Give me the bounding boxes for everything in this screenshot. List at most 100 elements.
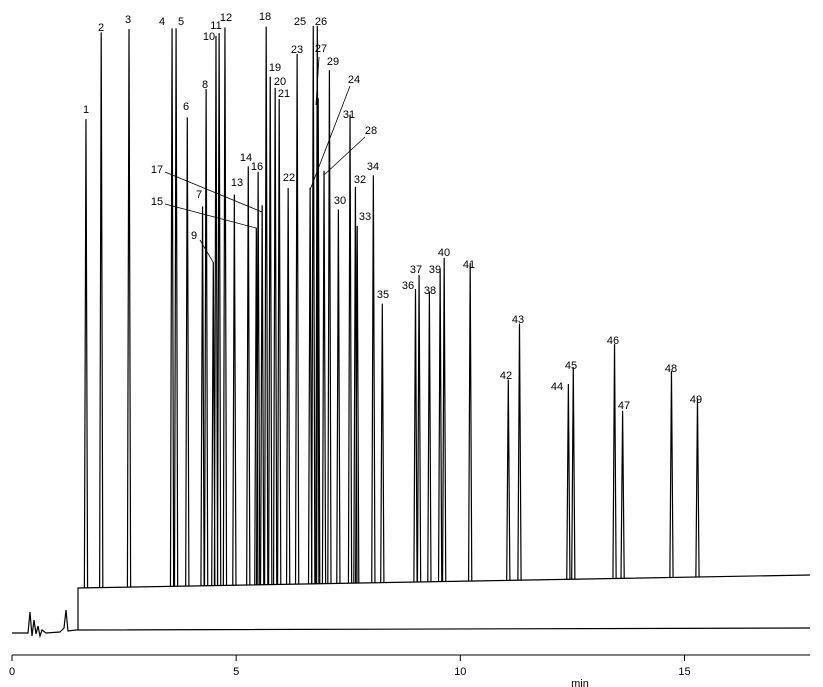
peak: [571, 367, 576, 580]
peak-label: 33: [359, 211, 371, 223]
sample-baseline: [77, 574, 811, 630]
peak-label: 5: [178, 16, 184, 28]
peak-label: 49: [690, 394, 702, 406]
peak: [272, 87, 278, 585]
peak: [263, 26, 269, 585]
peak: [185, 117, 190, 587]
peak: [83, 119, 89, 588]
peak-label: 1: [83, 104, 89, 116]
peak-label: 2: [98, 22, 104, 34]
leader-line: [199, 239, 214, 263]
peak: [371, 175, 376, 583]
peak-label: 3: [125, 14, 131, 26]
peak-label: 34: [367, 161, 379, 173]
peak-label: 46: [607, 335, 619, 347]
peak-label: 11: [210, 20, 221, 32]
peak: [294, 54, 300, 585]
x-tick-label: 5: [233, 666, 239, 678]
x-tick-label: 0: [9, 666, 15, 678]
peak: [285, 188, 291, 585]
peak-label: 39: [429, 264, 441, 276]
peak: [695, 398, 700, 578]
peak-label: 23: [291, 44, 303, 56]
peak-label: 45: [565, 360, 577, 372]
peak-label: 9: [191, 230, 197, 242]
peak: [173, 28, 179, 587]
peak-label: 14: [240, 152, 252, 164]
peak-label: 44: [551, 381, 563, 393]
peak-label: 15: [151, 196, 163, 208]
peak: [669, 370, 674, 578]
peak: [321, 170, 327, 584]
peak-label: 29: [327, 56, 339, 68]
peak-label: 31: [343, 109, 355, 121]
peak: [307, 187, 313, 584]
leader-line: [164, 171, 263, 213]
peak: [99, 32, 104, 588]
peak: [327, 70, 332, 584]
peak-label: 24: [348, 74, 360, 86]
peak-label: 4: [159, 16, 165, 28]
peak: [222, 27, 228, 586]
peak: [126, 29, 132, 588]
x-tick-label: 15: [678, 666, 690, 678]
peak-label: 16: [251, 161, 263, 173]
peak: [427, 291, 432, 582]
peak-label: 18: [259, 11, 271, 23]
peak-label: 17: [151, 164, 163, 176]
peak-label: 38: [424, 285, 436, 297]
peak: [203, 89, 209, 586]
peak: [620, 410, 625, 579]
peak-label: 36: [402, 280, 414, 292]
peak: [169, 28, 175, 587]
peak-label: 37: [410, 264, 422, 276]
peak: [506, 379, 511, 581]
peak: [437, 269, 443, 582]
peak: [246, 166, 251, 585]
peak-label: 30: [334, 195, 346, 207]
peak-label: 13: [231, 177, 243, 189]
peak-label: 26: [315, 16, 327, 28]
blank-baseline: [12, 609, 811, 639]
peak: [517, 323, 522, 581]
peak: [347, 114, 353, 584]
leader-line: [323, 136, 366, 176]
peak: [416, 275, 422, 582]
leader-line: [164, 203, 257, 229]
peak: [268, 76, 273, 585]
peak: [232, 194, 237, 586]
peak-label: 48: [665, 363, 677, 375]
peak-label: 35: [377, 289, 389, 301]
x-tick-label: 10: [454, 666, 466, 678]
peak: [200, 206, 205, 586]
peak: [311, 25, 316, 584]
x-axis-label: min: [571, 678, 589, 687]
peak-label: 32: [354, 174, 366, 186]
peak-label: 12: [220, 12, 232, 24]
peak-label: 40: [438, 247, 450, 259]
peak: [355, 225, 360, 584]
peak-label: 8: [202, 79, 208, 91]
peak: [213, 35, 219, 586]
peak: [315, 98, 321, 584]
peak: [467, 262, 473, 582]
peak: [259, 205, 265, 585]
peak: [441, 257, 447, 582]
peak-label: 25: [294, 16, 306, 28]
peak-label: 47: [618, 400, 630, 412]
leader-line: [315, 56, 320, 106]
peak: [413, 289, 418, 583]
peak-label: 7: [196, 189, 202, 201]
peak-label: 22: [283, 172, 295, 184]
peak-label: 27: [315, 43, 327, 55]
peak-label: 28: [365, 125, 377, 137]
peak: [216, 33, 222, 586]
peak-label: 41: [463, 259, 475, 271]
peak-label: 21: [278, 88, 290, 100]
peak: [380, 303, 385, 583]
peak: [276, 98, 282, 585]
peak: [315, 25, 320, 584]
peak-label: 6: [183, 101, 189, 113]
peak-label: 20: [274, 76, 286, 88]
